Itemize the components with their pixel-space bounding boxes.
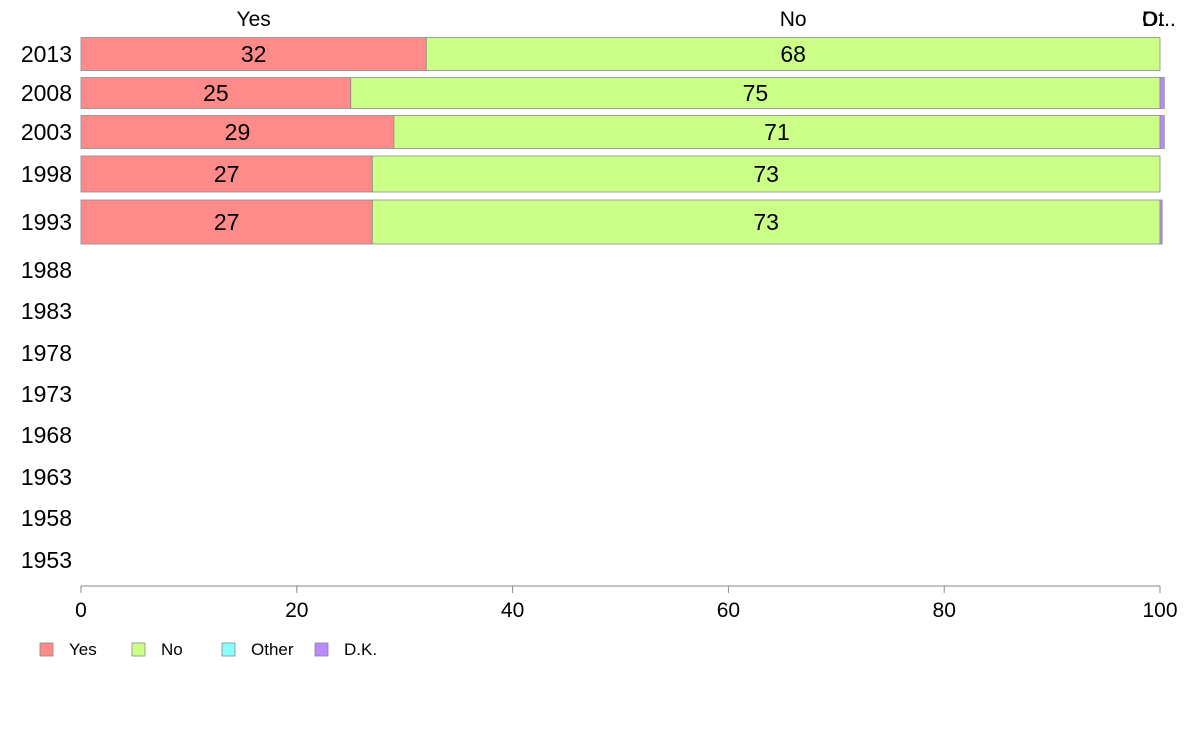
bar-2003-yes (80, 115, 395, 149)
x-tick-label-40: 40 (501, 599, 524, 622)
bar-1993-dk (1159, 199, 1163, 245)
bar-label-2003-no: 71 (764, 119, 790, 145)
category-label-1973: 1973 (21, 381, 72, 407)
x-tick-label-80: 80 (933, 599, 956, 622)
bar-1998-no (371, 155, 1161, 193)
x-tick-label-100: 100 (1142, 599, 1177, 622)
column-header-1: Yes (237, 8, 271, 31)
column-header-3: D. (1142, 8, 1163, 31)
bar-label-2003-yes: 29 (225, 119, 251, 145)
legend-label-yes: Yes (69, 640, 97, 659)
category-label-1983: 1983 (21, 298, 72, 324)
x-tick-label-20: 20 (285, 599, 308, 622)
legend-label-dk: D.K. (344, 640, 377, 659)
bar-label-2008-no: 75 (743, 80, 769, 106)
category-label-2008: 2008 (21, 80, 72, 106)
bar-1998-yes (80, 155, 373, 193)
category-label-1993: 1993 (21, 209, 72, 235)
bar-2003-dk (1159, 115, 1165, 149)
bar-2003-no (393, 115, 1161, 149)
x-tick-label-0: 0 (75, 599, 87, 622)
legend-swatch-yes (39, 642, 54, 657)
bar-label-2008-yes: 25 (203, 80, 229, 106)
bar-label-2013-yes: 32 (241, 41, 267, 67)
category-label-2003: 2003 (21, 119, 72, 145)
bar-label-1998-yes: 27 (214, 161, 240, 187)
legend: Yes No Other D.K. (39, 640, 377, 659)
legend-label-other: Other (251, 640, 294, 659)
legend-swatch-other (221, 642, 236, 657)
category-label-1963: 1963 (21, 464, 72, 490)
bar-value-labels: 32 68 25 75 29 71 27 73 27 73 (203, 41, 806, 235)
category-label-1958: 1958 (21, 505, 72, 531)
column-header-2: No (780, 8, 807, 31)
bar-label-1998-no: 73 (753, 161, 779, 187)
bar-1993-no (371, 199, 1161, 245)
bar-label-2013-no: 68 (780, 41, 806, 67)
column-headers: Yes No D.Ot.. (237, 8, 1176, 31)
category-label-1998: 1998 (21, 161, 72, 187)
bar-label-1993-yes: 27 (214, 209, 240, 235)
bar-1993-yes (80, 199, 373, 245)
category-label-2013: 2013 (21, 41, 72, 67)
category-label-1953: 1953 (21, 547, 72, 573)
bar-2008-dk (1159, 77, 1165, 109)
category-labels: 2013 2008 2003 1998 1993 1988 1983 1978 1973 1968… (21, 41, 72, 573)
x-axis: 0 20 40 60 80 100 (75, 585, 1178, 622)
category-label-1988: 1988 (21, 257, 72, 283)
legend-label-no: No (161, 640, 183, 659)
x-tick-label-60: 60 (717, 599, 740, 622)
bars (80, 37, 1165, 245)
category-label-1978: 1978 (21, 340, 72, 366)
bar-2013-no (425, 37, 1161, 71)
column-header-4: Ot.. (1142, 8, 1176, 31)
legend-swatch-dk (314, 642, 329, 657)
legend-swatch-no (131, 642, 146, 657)
bar-label-1993-no: 73 (753, 209, 779, 235)
category-label-1968: 1968 (21, 422, 72, 448)
